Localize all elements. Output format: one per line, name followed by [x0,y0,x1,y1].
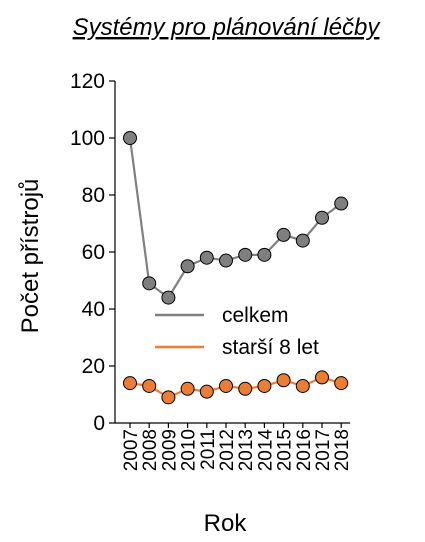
data-point [142,276,157,291]
x-tick-label: 2009 [159,429,180,471]
x-tick-label: 2018 [332,429,353,471]
series-2 [123,370,349,405]
legend-label: starší 8 let [222,336,319,359]
data-point [142,378,157,393]
data-point [257,378,272,393]
x-tick-label: 2017 [313,429,334,471]
data-point [334,196,349,211]
y-axis-label: Počet přístrojů [17,179,44,334]
x-tick-label: 2013 [236,429,257,471]
x-tick-label: 2011 [198,429,219,470]
data-point [276,227,291,242]
y-tick-label: 120 [70,70,105,93]
data-point [276,373,291,388]
data-point [238,247,253,262]
x-tick-label: 2015 [275,429,296,471]
x-tick-label: 2012 [217,429,238,471]
x-tick-label: 2014 [255,429,276,472]
data-point [257,247,272,262]
data-point [334,376,349,391]
legend: celkem starší 8 let [155,304,319,359]
data-point [238,381,253,396]
x-ticks: 2007200820092010201120122013201420152016… [121,423,353,471]
data-point [219,253,233,268]
y-tick-label: 20 [82,355,105,378]
data-point [315,210,329,225]
data-point [295,378,310,393]
series-1 [123,131,349,305]
series-line [128,137,342,300]
data-point [161,290,176,305]
y-tick-label: 0 [93,412,105,435]
data-point [161,390,176,405]
x-tick-label: 2016 [294,429,315,471]
data-point [180,259,195,274]
data-point [219,378,233,393]
legend-label: celkem [222,304,289,327]
data-point [123,131,137,145]
y-ticks: 0 20 40 60 80 100 120 [70,70,115,435]
data-point [295,233,310,248]
x-tick-label: 2008 [140,429,161,471]
axes [114,81,351,424]
data-point [199,250,214,265]
data-point [180,381,195,396]
y-tick-label: 40 [82,298,105,321]
y-tick-label: 60 [82,241,105,264]
y-tick-label: 80 [82,184,105,207]
x-tick-label: 2007 [121,429,142,471]
x-axis-label: Rok [204,510,248,537]
data-point [315,370,329,385]
series-layer [123,131,349,405]
y-tick-label: 100 [70,127,105,150]
chart-title: Systémy pro plánování léčby [73,14,382,41]
data-point [123,376,137,391]
data-point [199,384,214,399]
x-tick-label: 2010 [179,429,200,471]
